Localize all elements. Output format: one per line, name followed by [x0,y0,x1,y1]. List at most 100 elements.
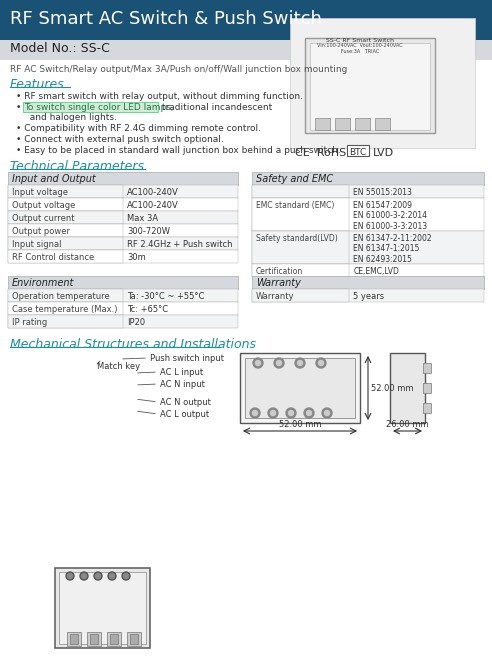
Text: Input signal: Input signal [12,240,62,249]
Bar [252,198,349,231]
Bar [8,198,123,211]
Circle shape [255,361,260,365]
Bar [335,118,350,130]
Bar [252,289,484,302]
Circle shape [253,358,263,368]
Bar [8,302,123,315]
Bar [423,383,431,393]
Text: Vin:100-240VAC  Vout:100-240VAC
Fuse:3A   TRIAC: Vin:100-240VAC Vout:100-240VAC Fuse:3A T… [317,43,403,54]
Bar [252,185,349,198]
Text: IP rating: IP rating [12,318,47,327]
Circle shape [274,358,284,368]
Text: CE  RoHS: CE RoHS [295,148,346,158]
Circle shape [304,408,314,418]
Bar [8,211,123,224]
Bar [107,632,121,646]
Text: 52.00 mm: 52.00 mm [279,420,321,429]
Bar [8,224,238,237]
Bar [347,145,369,156]
Text: Environment: Environment [12,278,74,288]
Text: 300-720W: 300-720W [127,227,170,236]
Text: RF Smart AC Switch & Push Switch: RF Smart AC Switch & Push Switch [10,10,322,28]
Text: Mechanical Structures and Installations: Mechanical Structures and Installations [10,338,256,351]
Circle shape [288,411,294,415]
Text: • RF smart switch with relay output, without dimming function.: • RF smart switch with relay output, wit… [16,92,303,101]
Bar [252,289,349,302]
Text: SS-C RF Smart Switch: SS-C RF Smart Switch [326,38,394,43]
Text: EN 61547:2009
EN 61000-3-2:2014
EN 61000-3-3:2013: EN 61547:2009 EN 61000-3-2:2014 EN 61000… [353,201,428,231]
Text: 5 years: 5 years [353,292,385,301]
Bar [423,403,431,413]
Text: • Connect with external push switch optional.: • Connect with external push switch opti… [16,135,224,144]
Text: Output current: Output current [12,214,74,223]
Bar [315,118,330,130]
Circle shape [66,572,74,580]
Bar [290,18,475,148]
Bar [55,568,150,648]
Bar [390,353,425,423]
Circle shape [122,572,130,580]
Text: Input voltage: Input voltage [12,188,68,197]
Text: 52.00 mm: 52.00 mm [371,383,413,393]
Text: •: • [16,103,24,112]
Text: Technical Parameters: Technical Parameters [10,160,144,173]
Text: Safety standard(LVD): Safety standard(LVD) [256,234,338,243]
Text: • Compatibility with RF 2.4G dimming remote control.: • Compatibility with RF 2.4G dimming rem… [16,124,261,133]
Bar [70,634,78,644]
Circle shape [82,574,87,578]
Bar [8,224,123,237]
Bar [355,118,370,130]
Bar [8,198,238,211]
Bar [87,632,101,646]
Text: CE,EMC,LVD: CE,EMC,LVD [353,267,400,276]
Text: AC N input: AC N input [160,380,205,389]
Bar [23,102,158,112]
Text: Certification: Certification [256,267,303,276]
Circle shape [250,408,260,418]
Bar [8,315,123,328]
Text: RF 2.4GHz + Push switch: RF 2.4GHz + Push switch [127,240,233,249]
Bar [423,363,431,373]
Bar [252,185,484,198]
Bar [252,231,349,264]
Text: RF AC Switch/Relay output/Max 3A/Push on/off/Wall junction box mounting: RF AC Switch/Relay output/Max 3A/Push on… [10,65,347,74]
Text: EMC standard (EMC): EMC standard (EMC) [256,201,335,210]
Text: LVD: LVD [373,148,394,158]
Bar [310,43,430,130]
Circle shape [298,361,303,365]
Bar [8,211,238,224]
Text: traditional incandescent: traditional incandescent [159,103,273,112]
Bar [375,118,390,130]
Text: Tc: +65°C: Tc: +65°C [127,305,168,314]
Bar [8,289,238,302]
Circle shape [307,411,311,415]
Circle shape [95,574,100,578]
Bar [8,185,123,198]
Text: 30m: 30m [127,253,146,262]
Text: Model No.: SS-C: Model No.: SS-C [10,42,110,55]
Text: Push switch input: Push switch input [150,354,224,363]
Text: 26.00 mm: 26.00 mm [386,420,429,429]
Text: Warranty: Warranty [256,292,295,301]
Circle shape [295,358,305,368]
Bar [252,276,484,289]
Bar [8,302,238,315]
Circle shape [94,572,102,580]
Bar [252,264,349,277]
Circle shape [123,574,128,578]
Text: EN 61347-2-11:2002
EN 61347-1:2015
EN 62493:2015: EN 61347-2-11:2002 EN 61347-1:2015 EN 62… [353,234,432,264]
Bar [8,250,123,263]
Bar [130,634,138,644]
Text: Match key: Match key [97,362,140,371]
Bar [127,632,141,646]
Text: AC100-240V: AC100-240V [127,188,179,197]
Circle shape [318,361,324,365]
Text: AC100-240V: AC100-240V [127,201,179,210]
Bar [8,250,238,263]
Text: Case temperature (Max.): Case temperature (Max.) [12,305,118,314]
Text: Operation temperature: Operation temperature [12,292,110,301]
Text: Output power: Output power [12,227,70,236]
Text: IP20: IP20 [127,318,145,327]
Bar [67,632,81,646]
Circle shape [271,411,276,415]
